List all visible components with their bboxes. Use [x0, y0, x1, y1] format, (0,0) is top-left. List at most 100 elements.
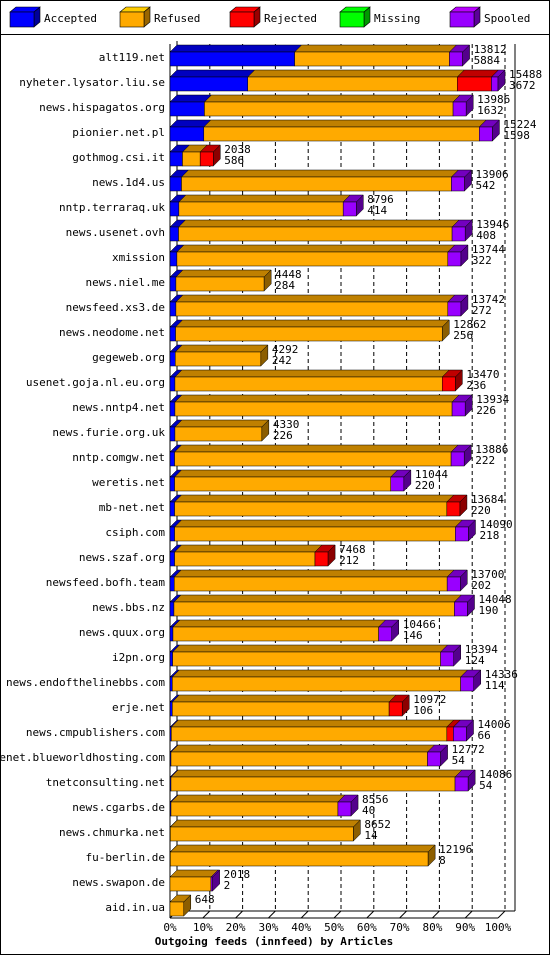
category-label: news.quux.org	[79, 626, 165, 639]
total-count: 13812	[474, 43, 507, 56]
bar-top	[173, 494, 455, 503]
bar-segment	[447, 251, 462, 267]
bar-segment	[491, 76, 499, 92]
bar-side	[459, 494, 468, 517]
bar-top	[178, 194, 351, 203]
bar-segment	[174, 401, 453, 417]
x-tick-label: 100%	[485, 921, 512, 934]
accepted-count: 242	[272, 354, 292, 367]
x-tick-label: 50%	[324, 921, 344, 934]
x-tick	[399, 910, 407, 919]
accepted-count: 256	[453, 329, 473, 342]
accepted-count: 66	[478, 729, 491, 742]
bar-side	[440, 744, 448, 767]
legend-label: Spooled	[484, 12, 530, 25]
total-count: 12196	[439, 843, 472, 856]
accepted-count: 146	[403, 629, 423, 642]
legend-swatch	[229, 11, 255, 28]
bar-segment	[174, 351, 262, 367]
total-count: 13394	[465, 643, 498, 656]
total-count: 2018	[224, 868, 251, 881]
bar-segment	[169, 626, 174, 642]
legend-label: Missing	[374, 12, 420, 25]
bar-top	[170, 744, 436, 753]
bar-side	[212, 869, 220, 892]
bar-side	[464, 219, 473, 242]
category-label: news.1d4.us	[92, 176, 165, 189]
bar-top	[172, 619, 387, 628]
bar-segment	[169, 301, 177, 317]
bar-side	[467, 594, 475, 617]
accepted-count: 236	[466, 379, 486, 392]
bar-segment	[169, 676, 173, 692]
legend-label: Accepted	[44, 12, 97, 25]
category-label: news.endofthelinebbs.com	[6, 676, 165, 689]
bar-side	[466, 719, 474, 742]
accepted-count: 542	[476, 179, 496, 192]
accepted-count: 222	[475, 454, 495, 467]
total-count: 8652	[364, 818, 391, 831]
bar-top	[174, 394, 460, 403]
bar-segment	[451, 401, 466, 417]
legend-swatch	[449, 11, 475, 28]
bar-top	[175, 294, 456, 303]
total-count: 14336	[485, 668, 518, 681]
bar-segment	[172, 626, 379, 642]
category-label: news.niel.me	[86, 276, 165, 289]
bar-segment	[169, 351, 176, 367]
accepted-count: 284	[275, 279, 295, 292]
bar-side	[213, 144, 221, 167]
category-label: news.szaf.org	[79, 551, 165, 564]
bar-side	[353, 819, 361, 842]
bar-side	[473, 669, 481, 692]
category-label: news.furie.org.uk	[52, 426, 165, 439]
accepted-count: 226	[273, 429, 293, 442]
bar-segment	[174, 426, 263, 442]
bar-segment	[455, 526, 469, 542]
bar-segment	[169, 151, 183, 167]
category-label: news.nntp4.net	[72, 401, 165, 414]
bar-segment	[169, 326, 176, 342]
x-tick	[235, 910, 243, 919]
category-label: alt119.net	[99, 51, 165, 64]
bar-top	[170, 769, 463, 778]
bar-segment	[169, 226, 179, 242]
category-label: usenet.blueworldhosting.com	[0, 751, 165, 764]
bar-segment	[457, 76, 492, 92]
bar-segment	[427, 751, 441, 767]
category-label: xmission	[112, 251, 165, 264]
bar-side	[464, 169, 472, 192]
bar-segment	[175, 276, 265, 292]
accepted-count: 54	[452, 754, 466, 767]
category-label: news.swapon.de	[72, 876, 165, 889]
accepted-count: 218	[479, 529, 499, 542]
category-label: nyheter.lysator.liu.se	[19, 76, 165, 89]
total-count: 7468	[339, 543, 366, 556]
category-label: newsfeed.bofh.team	[46, 576, 166, 589]
bar-side	[492, 119, 500, 142]
bar-segment	[169, 76, 248, 92]
total-count: 14048	[478, 593, 511, 606]
category-label: nntp.terraraq.uk	[59, 201, 165, 214]
total-count: 14090	[479, 518, 512, 531]
bar-segment	[181, 176, 452, 192]
bar-segment	[440, 651, 454, 667]
bar-segment	[170, 801, 339, 817]
x-axis-title: Outgoing feeds (innfeed) by Articles	[155, 935, 393, 948]
accepted-count: 3672	[509, 79, 536, 92]
bar-segment	[169, 526, 175, 542]
bar-top	[171, 694, 397, 703]
bar-segment	[314, 551, 329, 567]
bar-segment	[175, 326, 443, 342]
bar-segment	[199, 151, 214, 167]
category-label: nntp.comgw.net	[72, 451, 165, 464]
x-tick	[300, 910, 309, 919]
category-label: newsfeed.xs3.de	[66, 301, 165, 314]
bar-segment	[447, 301, 462, 317]
bar-segment	[169, 601, 175, 617]
x-tick	[333, 910, 342, 919]
total-count: 12862	[453, 318, 486, 331]
bar-side	[460, 244, 469, 267]
total-count: 8796	[367, 193, 394, 206]
accepted-count: 124	[465, 654, 485, 667]
